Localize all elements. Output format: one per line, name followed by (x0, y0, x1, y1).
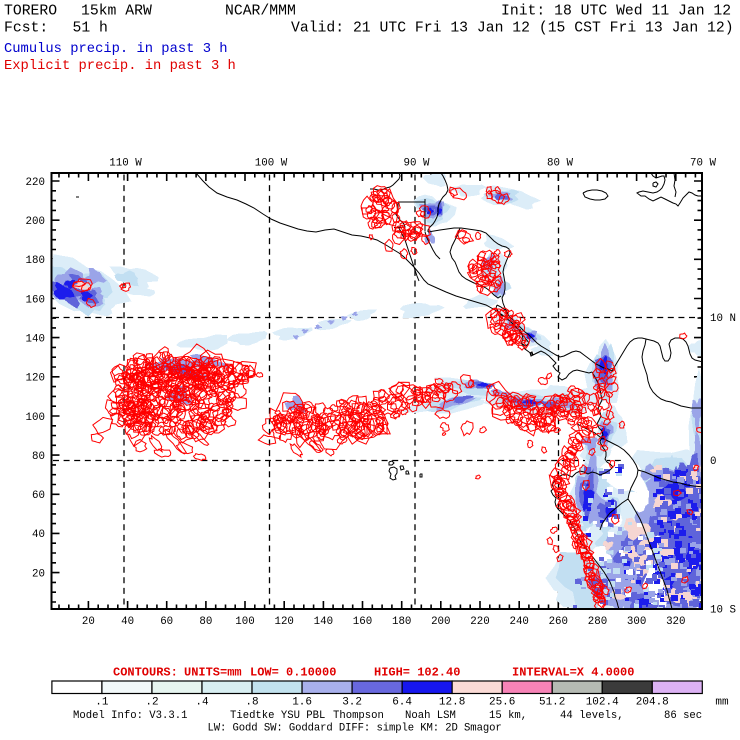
svg-text:0: 0 (710, 456, 716, 468)
svg-text:Cumulus precip. in past 3 h: Cumulus precip. in past 3 h (4, 41, 228, 57)
svg-text:20: 20 (32, 568, 45, 580)
svg-text:Explicit precip. in past 3 h: Explicit precip. in past 3 h (4, 58, 236, 74)
svg-text:40: 40 (32, 529, 45, 541)
svg-text:200: 200 (431, 616, 450, 628)
svg-text:12.8: 12.8 (439, 697, 465, 709)
svg-text:120: 120 (274, 616, 293, 628)
svg-text:200: 200 (26, 216, 45, 228)
svg-text:.1: .1 (95, 697, 109, 709)
svg-text:86 sec: 86 sec (664, 710, 702, 722)
svg-text:100: 100 (235, 616, 254, 628)
svg-text:140: 140 (26, 333, 45, 345)
svg-text:70 W: 70 W (690, 158, 716, 170)
svg-text:CONTOURS:: CONTOURS: (113, 666, 178, 680)
svg-text:LW: Godd SW: Goddard DIFF: sim: LW: Godd SW: Goddard DIFF: simple KM: 2D… (208, 723, 502, 735)
svg-text:80: 80 (199, 616, 212, 628)
svg-text:300: 300 (627, 616, 646, 628)
svg-text:Noah LSM: Noah LSM (405, 710, 456, 722)
svg-text:220: 220 (470, 616, 489, 628)
svg-text:280: 280 (588, 616, 607, 628)
svg-text:Init: 18 UTC Wed 11 Jan 12: Init: 18 UTC Wed 11 Jan 12 (501, 4, 731, 20)
svg-text:3.2: 3.2 (342, 697, 362, 709)
svg-text:.4: .4 (195, 697, 209, 709)
svg-text:44 levels,: 44 levels, (560, 710, 624, 722)
svg-text:20: 20 (82, 616, 95, 628)
svg-text:6.4: 6.4 (392, 697, 412, 709)
svg-text:HIGH= 102.40: HIGH= 102.40 (374, 666, 460, 680)
svg-text:120: 120 (26, 373, 45, 385)
svg-text:204.8: 204.8 (636, 697, 669, 709)
svg-text:51 h: 51 h (73, 21, 108, 37)
svg-text:51.2: 51.2 (539, 697, 565, 709)
svg-text:1.6: 1.6 (292, 697, 312, 709)
svg-text:102.4: 102.4 (586, 697, 619, 709)
svg-text:100: 100 (26, 412, 45, 424)
svg-text:80: 80 (32, 451, 45, 463)
svg-text:260: 260 (549, 616, 568, 628)
svg-text:40: 40 (121, 616, 134, 628)
svg-text:TORERO: TORERO (4, 4, 57, 20)
svg-text:60: 60 (32, 490, 45, 502)
svg-text:80 W: 80 W (547, 158, 573, 170)
svg-text:10 N: 10 N (710, 313, 736, 325)
svg-text:Thompson: Thompson (333, 710, 384, 722)
svg-text:.8: .8 (245, 697, 258, 709)
svg-text:90 W: 90 W (404, 158, 430, 170)
svg-text:10 S: 10 S (710, 605, 736, 617)
svg-text:160: 160 (353, 616, 372, 628)
svg-text:15 km,: 15 km, (489, 710, 527, 722)
svg-text:180: 180 (392, 616, 411, 628)
svg-text:.2: .2 (145, 697, 158, 709)
svg-text:NCAR/MMM: NCAR/MMM (225, 4, 296, 20)
svg-text:140: 140 (314, 616, 333, 628)
svg-text:320: 320 (666, 616, 685, 628)
svg-text:220: 220 (26, 177, 45, 189)
svg-text:60: 60 (160, 616, 173, 628)
svg-text:mm: mm (715, 697, 729, 709)
svg-text:Fcst:: Fcst: (4, 21, 48, 37)
svg-text:Model Info: V3.3.1: Model Info: V3.3.1 (73, 710, 187, 722)
svg-text:UNITS=mm: UNITS=mm (184, 666, 242, 680)
svg-text:110 W: 110 W (109, 158, 142, 170)
svg-text:160: 160 (26, 294, 45, 306)
svg-text:LOW= 0.10000: LOW= 0.10000 (250, 666, 336, 680)
svg-text:Tiedtke YSU PBL: Tiedtke YSU PBL (230, 710, 325, 722)
svg-text:25.6: 25.6 (489, 697, 515, 709)
svg-text:100 W: 100 W (255, 158, 288, 170)
svg-text:240: 240 (509, 616, 528, 628)
svg-text:INTERVAL=X 4.0000: INTERVAL=X 4.0000 (512, 666, 634, 680)
svg-text:180: 180 (26, 255, 45, 267)
svg-text:15km ARW: 15km ARW (81, 4, 152, 20)
svg-text:Valid: 21 UTC Fri 13 Jan 12 (1: Valid: 21 UTC Fri 13 Jan 12 (15 CST Fri … (291, 21, 734, 37)
